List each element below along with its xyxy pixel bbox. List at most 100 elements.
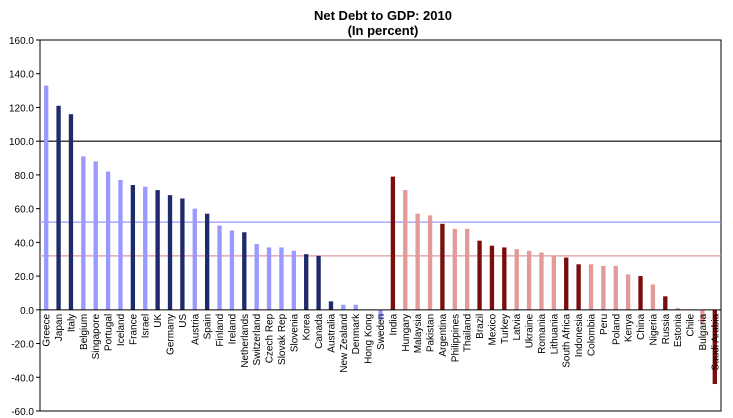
bar	[143, 186, 148, 310]
bar	[81, 156, 86, 310]
category-label: Switzerland	[252, 314, 263, 366]
bar	[341, 304, 346, 310]
bar	[291, 250, 296, 310]
category-label: Netherlands	[240, 314, 251, 368]
bar	[68, 114, 74, 310]
bar	[167, 195, 173, 310]
bar	[564, 257, 569, 310]
bar	[155, 190, 160, 310]
category-label: Latvia	[512, 313, 523, 340]
bar	[539, 252, 544, 310]
bar	[56, 105, 61, 310]
category-label: Portugal	[104, 314, 115, 351]
bar	[427, 215, 433, 310]
bar	[93, 161, 98, 310]
category-label: Japan	[54, 314, 65, 341]
bar	[601, 265, 606, 310]
y-tick-label: 0.0	[20, 306, 34, 317]
bar	[229, 230, 235, 310]
category-label: Denmark	[351, 313, 362, 355]
category-label: Indonesia	[574, 313, 585, 357]
bar	[625, 274, 631, 310]
bar	[663, 296, 668, 310]
category-label: Thailand	[463, 314, 474, 352]
category-label: Saudi Arabia	[710, 313, 721, 370]
bar	[254, 244, 259, 310]
category-label: US	[178, 314, 189, 328]
bar	[378, 309, 383, 320]
category-label: Slovenia	[289, 313, 300, 352]
y-tick-label: 160.0	[9, 36, 34, 47]
y-tick-label: -20.0	[11, 340, 34, 351]
y-tick-label: -60.0	[11, 407, 34, 418]
category-label: Turkey	[500, 314, 511, 344]
bar	[489, 245, 495, 310]
bar	[328, 301, 334, 310]
category-label: Chile	[686, 313, 697, 336]
y-tick-label: 40.0	[15, 238, 35, 249]
bar	[266, 247, 272, 310]
bar	[390, 176, 396, 310]
chart-subtitle: (In percent)	[348, 23, 419, 38]
bar	[316, 255, 321, 310]
category-label: Peru	[599, 314, 610, 335]
bar	[576, 264, 581, 310]
y-tick-label: 80.0	[15, 171, 35, 182]
bar	[514, 249, 519, 310]
category-label: Ukraine	[525, 313, 536, 348]
bar	[638, 276, 643, 310]
bar	[712, 309, 717, 385]
category-label: Italy	[66, 314, 77, 332]
category-label: Kenya	[624, 313, 635, 342]
bar	[588, 264, 594, 310]
bar	[180, 198, 185, 310]
bar	[44, 85, 49, 310]
bar	[650, 284, 656, 310]
category-label: Pakistan	[426, 314, 437, 352]
category-label: Philippines	[450, 314, 461, 362]
category-label: Finland	[215, 314, 226, 347]
bar	[130, 185, 136, 310]
category-label: Belgium	[79, 314, 90, 350]
bar	[700, 309, 705, 324]
category-label: France	[128, 313, 139, 345]
bar	[452, 228, 457, 310]
category-label: New Zealand	[339, 314, 350, 373]
y-tick-label: 100.0	[9, 137, 34, 148]
category-label: Czech Rep	[265, 313, 276, 363]
category-label: Poland	[611, 314, 622, 345]
bar	[304, 254, 309, 310]
category-label: Slovak Rep	[277, 313, 288, 365]
category-label: India	[388, 313, 399, 335]
category-label: Russia	[661, 313, 672, 344]
bar	[440, 223, 445, 310]
bar	[242, 232, 247, 310]
bar	[192, 208, 197, 310]
category-label: Ireland	[227, 314, 238, 345]
category-label: Canada	[314, 313, 325, 348]
category-label: Colombia	[586, 313, 597, 356]
category-label: Romania	[537, 313, 548, 353]
chart-title: Net Debt to GDP: 2010	[314, 8, 452, 23]
category-label: Hong Kong	[364, 314, 375, 364]
bar	[415, 213, 420, 310]
y-tick-label: 20.0	[15, 272, 35, 283]
category-label: Austria	[190, 313, 201, 345]
bar	[477, 240, 482, 310]
category-label: South Africa	[562, 313, 573, 367]
category-label: Greece	[42, 313, 53, 346]
y-tick-label: -40.0	[11, 373, 34, 384]
category-label: Hungary	[401, 314, 412, 352]
category-label: Iceland	[116, 314, 127, 346]
category-label: Nigeria	[648, 313, 659, 345]
category-label: China	[636, 313, 647, 340]
bar	[675, 308, 680, 310]
category-label: Estonia	[673, 313, 684, 347]
category-label: Mexico	[487, 313, 498, 345]
bar	[204, 213, 210, 310]
bar	[105, 171, 111, 310]
bar	[353, 304, 358, 310]
y-tick-label: 140.0	[9, 70, 34, 81]
category-label: Bulgaria	[698, 313, 709, 350]
plot-area	[39, 39, 722, 412]
